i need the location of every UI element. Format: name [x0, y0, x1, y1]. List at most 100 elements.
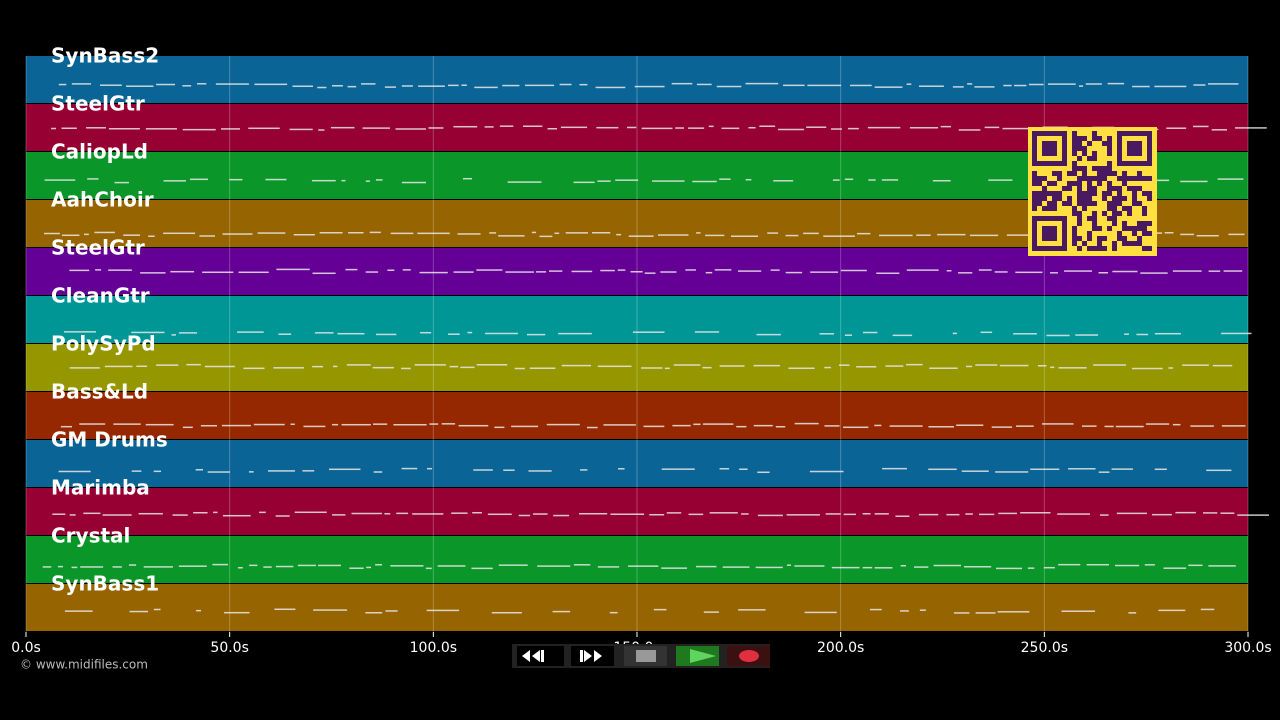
- qr-module: [1062, 201, 1067, 206]
- qr-module: [1072, 231, 1077, 236]
- track-lanes: [26, 56, 1269, 631]
- note-texture: [916, 234, 931, 236]
- note-texture: [369, 231, 381, 234]
- qr-module: [1127, 211, 1132, 216]
- note-texture: [783, 84, 805, 87]
- credit: © www.midifiles.com: [20, 658, 148, 672]
- note-texture: [112, 566, 122, 568]
- note-texture: [238, 271, 269, 274]
- note-texture: [489, 232, 497, 234]
- note-texture: [347, 85, 357, 88]
- note-texture: [966, 365, 973, 368]
- note-texture: [1081, 425, 1097, 427]
- note-texture: [1220, 512, 1235, 514]
- qr-module: [1077, 156, 1082, 161]
- qr-module: [1107, 161, 1112, 166]
- qr-module: [1132, 191, 1137, 196]
- note-texture: [453, 271, 474, 273]
- note-texture: [847, 127, 859, 130]
- note-texture: [1221, 332, 1252, 335]
- qr-module: [1077, 141, 1082, 146]
- note-texture: [1166, 127, 1187, 129]
- qr-module: [1087, 186, 1092, 191]
- note-texture: [719, 365, 745, 367]
- note-texture: [1192, 125, 1209, 128]
- stop-button[interactable]: [624, 646, 667, 666]
- note-texture: [807, 84, 842, 87]
- note-texture: [753, 364, 780, 367]
- note-texture: [705, 234, 725, 237]
- note-texture: [1151, 513, 1172, 516]
- tick-label: 100.0s: [410, 640, 457, 656]
- qr-module: [1127, 206, 1132, 211]
- note-texture: [975, 612, 996, 614]
- qr-module: [1127, 241, 1132, 246]
- note-texture: [294, 511, 327, 514]
- qr-module: [1082, 241, 1087, 246]
- record-button[interactable]: [727, 646, 770, 666]
- note-texture: [741, 513, 749, 515]
- tick-label: 0.0s: [11, 640, 41, 656]
- note-texture: [1115, 425, 1144, 428]
- note-texture: [721, 127, 740, 130]
- qr-module: [1072, 226, 1077, 231]
- qr-module: [1067, 171, 1072, 176]
- note-texture: [215, 83, 249, 85]
- note-texture: [918, 85, 944, 87]
- note-texture: [337, 332, 365, 335]
- qr-module: [1082, 176, 1087, 181]
- qr-module: [1107, 166, 1112, 171]
- qr-module: [1097, 176, 1102, 181]
- note-texture: [553, 514, 570, 517]
- qr-module: [1142, 231, 1147, 236]
- forward-button[interactable]: [571, 646, 614, 666]
- qr-module: [1072, 151, 1077, 156]
- note-texture: [1098, 471, 1110, 473]
- note-texture: [533, 513, 548, 515]
- note-texture: [237, 331, 264, 333]
- qr-module: [1107, 141, 1112, 146]
- note-texture: [311, 179, 336, 182]
- track-lane: [26, 344, 1248, 391]
- note-texture: [1212, 364, 1233, 367]
- note-texture: [57, 565, 64, 568]
- note-texture: [498, 235, 525, 237]
- note-texture: [402, 269, 411, 271]
- note-texture: [196, 609, 201, 612]
- note-texture: [995, 471, 1029, 473]
- note-texture: [702, 423, 734, 425]
- note-texture: [1061, 610, 1096, 612]
- note-texture: [69, 514, 76, 516]
- note-texture: [401, 181, 426, 184]
- note-texture: [524, 84, 555, 87]
- qr-module: [1082, 191, 1087, 196]
- note-texture: [419, 271, 448, 274]
- note-texture: [809, 470, 844, 473]
- note-texture: [688, 127, 705, 129]
- qr-module: [1052, 191, 1057, 196]
- qr-module: [1122, 241, 1127, 246]
- note-texture: [518, 514, 531, 517]
- note-texture: [375, 179, 383, 181]
- note-texture: [770, 269, 780, 271]
- note-texture: [1203, 512, 1218, 514]
- qr-module: [1117, 236, 1122, 241]
- note-texture: [229, 178, 243, 181]
- note-texture: [1228, 233, 1245, 236]
- note-texture: [918, 513, 939, 516]
- note-texture: [302, 470, 315, 472]
- qr-module: [1142, 191, 1147, 196]
- qr-module: [1037, 201, 1042, 206]
- qr-module: [1077, 146, 1082, 151]
- rewind-button[interactable]: [517, 646, 564, 666]
- qr-finder: [1042, 141, 1057, 156]
- qr-module: [1147, 221, 1152, 226]
- qr-module: [1122, 236, 1127, 241]
- qr-module: [1122, 206, 1127, 211]
- qr-module: [1042, 206, 1047, 211]
- play-button[interactable]: [676, 646, 719, 666]
- note-texture: [426, 609, 460, 612]
- note-texture: [395, 128, 426, 130]
- note-texture: [906, 363, 923, 366]
- note-texture: [79, 423, 106, 425]
